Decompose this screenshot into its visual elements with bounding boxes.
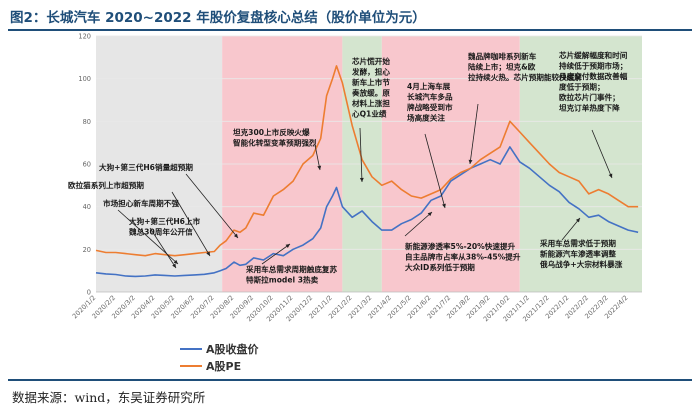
annotations: 大狗+第三代H6上市魏总30周年公开信市场担心新车周期不强欧拉猫系列上市超预期大…: [68, 50, 628, 285]
annotation-line: 大众ID系列低于预期: [405, 262, 475, 272]
annotation-arrow: [404, 211, 433, 237]
source-rule: [8, 379, 692, 381]
annotation: 大狗+第三代H6上市魏总30周年公开信: [128, 216, 201, 237]
arrow-head: [206, 251, 210, 256]
x-tick-labels: 2020/1/22020/2/22020/3/22020/4/22020/5/2…: [71, 294, 630, 324]
annotation-line: 大狗+第三代H6销量超预期: [99, 162, 193, 172]
annotation: 坦克300上市反映火爆智能化转型变革预期强烈: [233, 127, 317, 148]
legend-label-pe: A股PE: [206, 360, 241, 373]
annotation: 采用车总需求低于预期新能源汽车渗透率调整俄乌战争+大宗材料暴涨: [539, 238, 623, 269]
arrow-head: [442, 203, 446, 208]
annotation-line: 芯片慌开始: [352, 56, 390, 66]
annotation-line: 牌战略受到市: [407, 102, 453, 112]
figure-title: 图2：长城汽车 2020~2022 年股价复盘核心总结（股价单位为元）: [10, 10, 426, 26]
annotation: 芯片缓解幅度和时间持续低于预期市场；月度交付数据改善幅度低于预期；欧拉芯片门事件…: [558, 50, 628, 113]
annotation-arrow: [261, 243, 291, 265]
arrow-head: [317, 165, 322, 170]
annotation-line: 俄乌战争+大宗材料暴涨: [539, 259, 623, 269]
arrow-head: [233, 233, 238, 238]
annotation: 4月上海车展长城汽车多品牌战略受到市场高度关注: [407, 81, 453, 123]
annotation-line: 自主品牌市占率从38%-45%提升: [405, 252, 521, 262]
annotation-line: 芯片缓解幅度和时间: [559, 50, 628, 60]
annotation-line: 发酵，担心: [351, 67, 390, 77]
annotation-line: 魏总30周年公开信: [128, 227, 193, 237]
annotation-line: 特斯拉model 3热卖: [246, 275, 319, 285]
arrow-head: [173, 259, 178, 264]
arrow-head: [359, 177, 364, 182]
y-tick-label: 40: [83, 203, 91, 211]
annotation: 采用车总需求周期触底复苏特斯拉model 3热卖: [245, 264, 338, 285]
annotation-line: 持续低于预期市场；: [559, 61, 627, 72]
annotation-line: 月度交付数据改善幅: [558, 71, 628, 81]
y-tick-label: 80: [83, 118, 91, 126]
annotation-arrow: [171, 191, 211, 257]
annotation-arrow: [469, 103, 479, 165]
arrow-head: [468, 159, 473, 164]
annotation: 大狗+第三代H6销量超预期: [99, 162, 193, 172]
annotation-line: 市场担心新车周期不强: [103, 198, 179, 208]
arrow-head: [575, 218, 580, 223]
annotation-line: 新能源汽车渗透率调整: [540, 249, 616, 259]
annotation-line: 坦克订单热度下降: [559, 103, 620, 113]
annotation-line: 场高度关注: [407, 113, 445, 123]
annotation-arrow: [561, 217, 581, 241]
annotation-arrow: [359, 127, 363, 183]
annotation-line: 欧拉猫系列上市超预期: [68, 180, 144, 190]
annotation-line: 智能化转型变革预期强烈: [233, 138, 317, 148]
annotation-arrow: [117, 209, 179, 265]
annotation-arrow: [149, 227, 177, 269]
annotation: 魏品牌咖啡系列新车陆续上市；坦克&欧拉持续火热。芯片预期能较快缓解: [467, 51, 582, 82]
annotation-line: 采用车总需求低于预期: [539, 238, 616, 248]
annotation-arrow: [424, 133, 446, 209]
arrow-head: [172, 263, 176, 268]
source-note: 数据来源：wind，东吴证券研究所: [12, 390, 206, 405]
annotation-arrow: [591, 129, 613, 179]
series-lines: [95, 65, 639, 278]
price-pe-chart: 0 20 40 60 80 100 120 大狗+第三代H6上市魏总30周年公开信 市场担心新…: [68, 33, 642, 373]
annotation-line: 奏放缓。原: [351, 88, 390, 98]
arrow-head: [285, 244, 290, 248]
annotation: 芯片慌开始发酵，担心新车上市节奏放缓。原材料上涨担心Q1业绩: [351, 56, 390, 119]
annotation-line: 坦克300上市反映火爆: [233, 127, 310, 137]
y-tick-label: 20: [83, 246, 91, 254]
annotation-arrow: [185, 173, 239, 239]
annotation-line: 大狗+第三代H6上市: [129, 216, 201, 226]
annotation: 市场担心新车周期不强: [103, 198, 179, 208]
y-tick-label: 120: [78, 33, 91, 41]
y-tick-label: 60: [83, 161, 91, 169]
annotation-line: 欧拉芯片门事件；: [559, 92, 620, 103]
annotation-line: 心Q1业绩: [352, 109, 387, 119]
series-line-price: [95, 146, 639, 278]
annotation-line: 采用车总需求周期触底复苏: [245, 264, 338, 274]
grid-lines: 0 20 40 60 80 100 120: [78, 33, 642, 297]
annotation-line: 新能源渗透率5%-20%快速提升: [405, 241, 516, 251]
annotation-line: 陆续上市；坦克&欧: [468, 62, 536, 73]
title-rule: [8, 29, 692, 31]
annotation-line: 材料上涨担: [351, 98, 390, 108]
series-line-pe: [95, 65, 639, 257]
y-tick-label: 100: [78, 75, 91, 83]
legend-label-price: A股收盘价: [206, 342, 260, 356]
annotation-line: 4月上海车展: [407, 81, 451, 91]
annotation: 新能源渗透率5%-20%快速提升自主品牌市占率从38%-45%提升大众ID系列低…: [405, 241, 521, 272]
arrow-head: [427, 212, 432, 217]
y-tick-label: 0: [87, 289, 91, 297]
annotation-line: 拉持续火热。芯片预期能较快缓解: [468, 72, 582, 82]
legend: A股收盘价 A股PE: [180, 342, 260, 373]
annotation-arrow: [314, 144, 321, 171]
arrow-head: [608, 173, 613, 178]
annotation-line: 新车上市节: [352, 77, 390, 87]
annotation-line: 长城汽车多品: [407, 92, 453, 102]
annotation: 欧拉猫系列上市超预期: [68, 180, 144, 190]
annotation-line: 度低于预期；: [559, 82, 605, 93]
annotation-line: 魏品牌咖啡系列新车: [467, 51, 537, 61]
